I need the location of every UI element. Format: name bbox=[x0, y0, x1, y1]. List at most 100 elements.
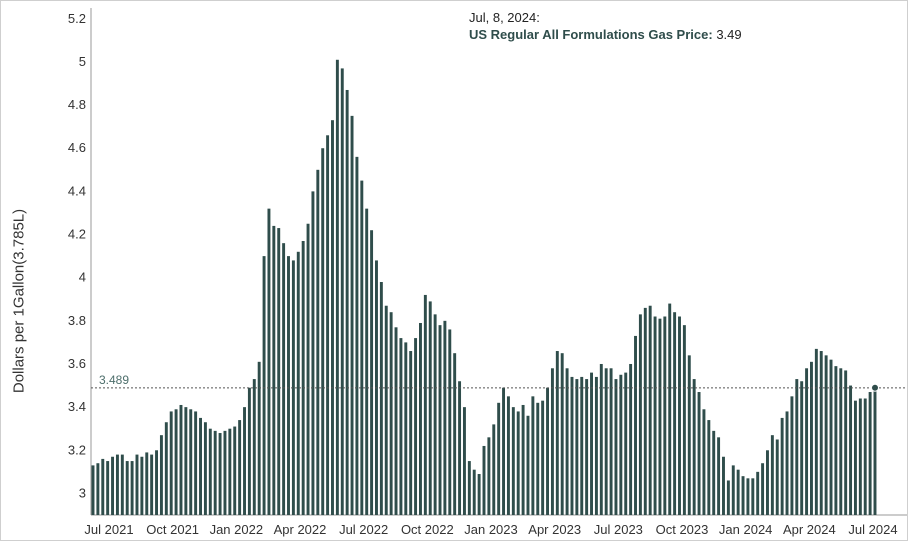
bar[interactable] bbox=[858, 398, 862, 516]
bar[interactable] bbox=[590, 372, 593, 515]
bar[interactable] bbox=[115, 454, 119, 515]
bar[interactable] bbox=[218, 433, 222, 515]
bar[interactable] bbox=[135, 454, 139, 515]
bar[interactable] bbox=[697, 392, 701, 515]
bar[interactable] bbox=[726, 480, 730, 515]
bar[interactable] bbox=[800, 381, 804, 515]
bar[interactable] bbox=[184, 407, 188, 515]
bar[interactable] bbox=[526, 415, 530, 515]
bar[interactable] bbox=[106, 461, 110, 515]
bar[interactable] bbox=[731, 465, 735, 515]
bar[interactable] bbox=[389, 312, 393, 515]
bar[interactable] bbox=[839, 368, 843, 515]
bar[interactable] bbox=[550, 368, 554, 515]
bar[interactable] bbox=[873, 387, 877, 515]
bar[interactable] bbox=[453, 353, 457, 515]
bar[interactable] bbox=[580, 376, 584, 515]
bar[interactable] bbox=[384, 305, 388, 515]
bar[interactable] bbox=[423, 294, 427, 515]
bar[interactable] bbox=[829, 359, 833, 515]
bar[interactable] bbox=[546, 387, 549, 515]
bar[interactable] bbox=[140, 456, 144, 515]
bar[interactable] bbox=[130, 461, 134, 515]
bar[interactable] bbox=[717, 437, 721, 515]
bar[interactable] bbox=[428, 301, 432, 515]
bar[interactable] bbox=[164, 422, 168, 515]
bar[interactable] bbox=[335, 59, 339, 515]
bar[interactable] bbox=[355, 156, 359, 516]
bar[interactable] bbox=[575, 379, 579, 515]
bar[interactable] bbox=[404, 342, 408, 515]
bar[interactable] bbox=[203, 422, 207, 515]
bar[interactable] bbox=[291, 260, 295, 515]
bar[interactable] bbox=[448, 329, 452, 515]
bar[interactable] bbox=[208, 428, 212, 515]
bar[interactable] bbox=[159, 435, 163, 515]
bar[interactable] bbox=[282, 243, 286, 515]
bar[interactable] bbox=[766, 450, 769, 515]
bar[interactable] bbox=[233, 426, 237, 515]
bar[interactable] bbox=[712, 430, 716, 515]
bar[interactable] bbox=[472, 469, 476, 515]
bar[interactable] bbox=[438, 325, 442, 515]
bar[interactable] bbox=[179, 404, 183, 515]
bar[interactable] bbox=[321, 148, 325, 516]
bar[interactable] bbox=[277, 228, 281, 515]
bar[interactable] bbox=[497, 402, 501, 515]
bar[interactable] bbox=[756, 471, 760, 515]
bar[interactable] bbox=[379, 282, 383, 515]
bar[interactable] bbox=[243, 407, 246, 515]
bar[interactable] bbox=[301, 241, 305, 515]
bar[interactable] bbox=[399, 338, 403, 515]
bar[interactable] bbox=[502, 387, 506, 515]
bar[interactable] bbox=[506, 396, 510, 515]
bar[interactable] bbox=[487, 437, 491, 515]
bar[interactable] bbox=[785, 411, 789, 515]
bar[interactable] bbox=[306, 223, 310, 516]
bar[interactable] bbox=[585, 379, 589, 515]
bar[interactable] bbox=[614, 379, 618, 515]
bar[interactable] bbox=[780, 417, 784, 515]
bar[interactable] bbox=[868, 392, 872, 515]
bar[interactable] bbox=[853, 400, 857, 515]
bar[interactable] bbox=[125, 461, 129, 515]
bar[interactable] bbox=[458, 381, 462, 515]
bar[interactable] bbox=[360, 180, 364, 515]
bar[interactable] bbox=[702, 409, 706, 515]
bar[interactable] bbox=[272, 225, 276, 515]
bar[interactable] bbox=[736, 469, 740, 515]
bar[interactable] bbox=[350, 115, 354, 516]
bar[interactable] bbox=[594, 376, 598, 515]
bar[interactable] bbox=[150, 454, 154, 515]
bar[interactable] bbox=[511, 407, 515, 515]
bar[interactable] bbox=[120, 454, 124, 515]
bar[interactable] bbox=[189, 409, 193, 515]
bar[interactable] bbox=[111, 456, 115, 515]
bar[interactable] bbox=[199, 417, 202, 515]
bar[interactable] bbox=[213, 430, 217, 515]
bar[interactable] bbox=[844, 370, 848, 515]
bar[interactable] bbox=[746, 478, 750, 515]
bar[interactable] bbox=[770, 435, 774, 515]
bar[interactable] bbox=[257, 361, 261, 515]
bar[interactable] bbox=[819, 351, 823, 515]
bar[interactable] bbox=[663, 316, 667, 515]
bar[interactable] bbox=[145, 452, 149, 515]
bar[interactable] bbox=[541, 400, 545, 515]
bar[interactable] bbox=[570, 376, 574, 515]
bar[interactable] bbox=[604, 368, 608, 515]
bar[interactable] bbox=[169, 411, 173, 515]
bar[interactable] bbox=[565, 368, 569, 515]
bar[interactable] bbox=[673, 312, 677, 515]
bar[interactable] bbox=[805, 368, 809, 515]
bar[interactable] bbox=[653, 316, 657, 515]
bar[interactable] bbox=[331, 120, 334, 515]
bar[interactable] bbox=[643, 307, 647, 515]
bar[interactable] bbox=[228, 428, 232, 515]
bar[interactable] bbox=[394, 327, 398, 515]
bar[interactable] bbox=[810, 361, 813, 515]
bar[interactable] bbox=[414, 338, 418, 515]
bar[interactable] bbox=[795, 379, 799, 515]
bar[interactable] bbox=[462, 407, 466, 515]
bar[interactable] bbox=[477, 474, 481, 515]
